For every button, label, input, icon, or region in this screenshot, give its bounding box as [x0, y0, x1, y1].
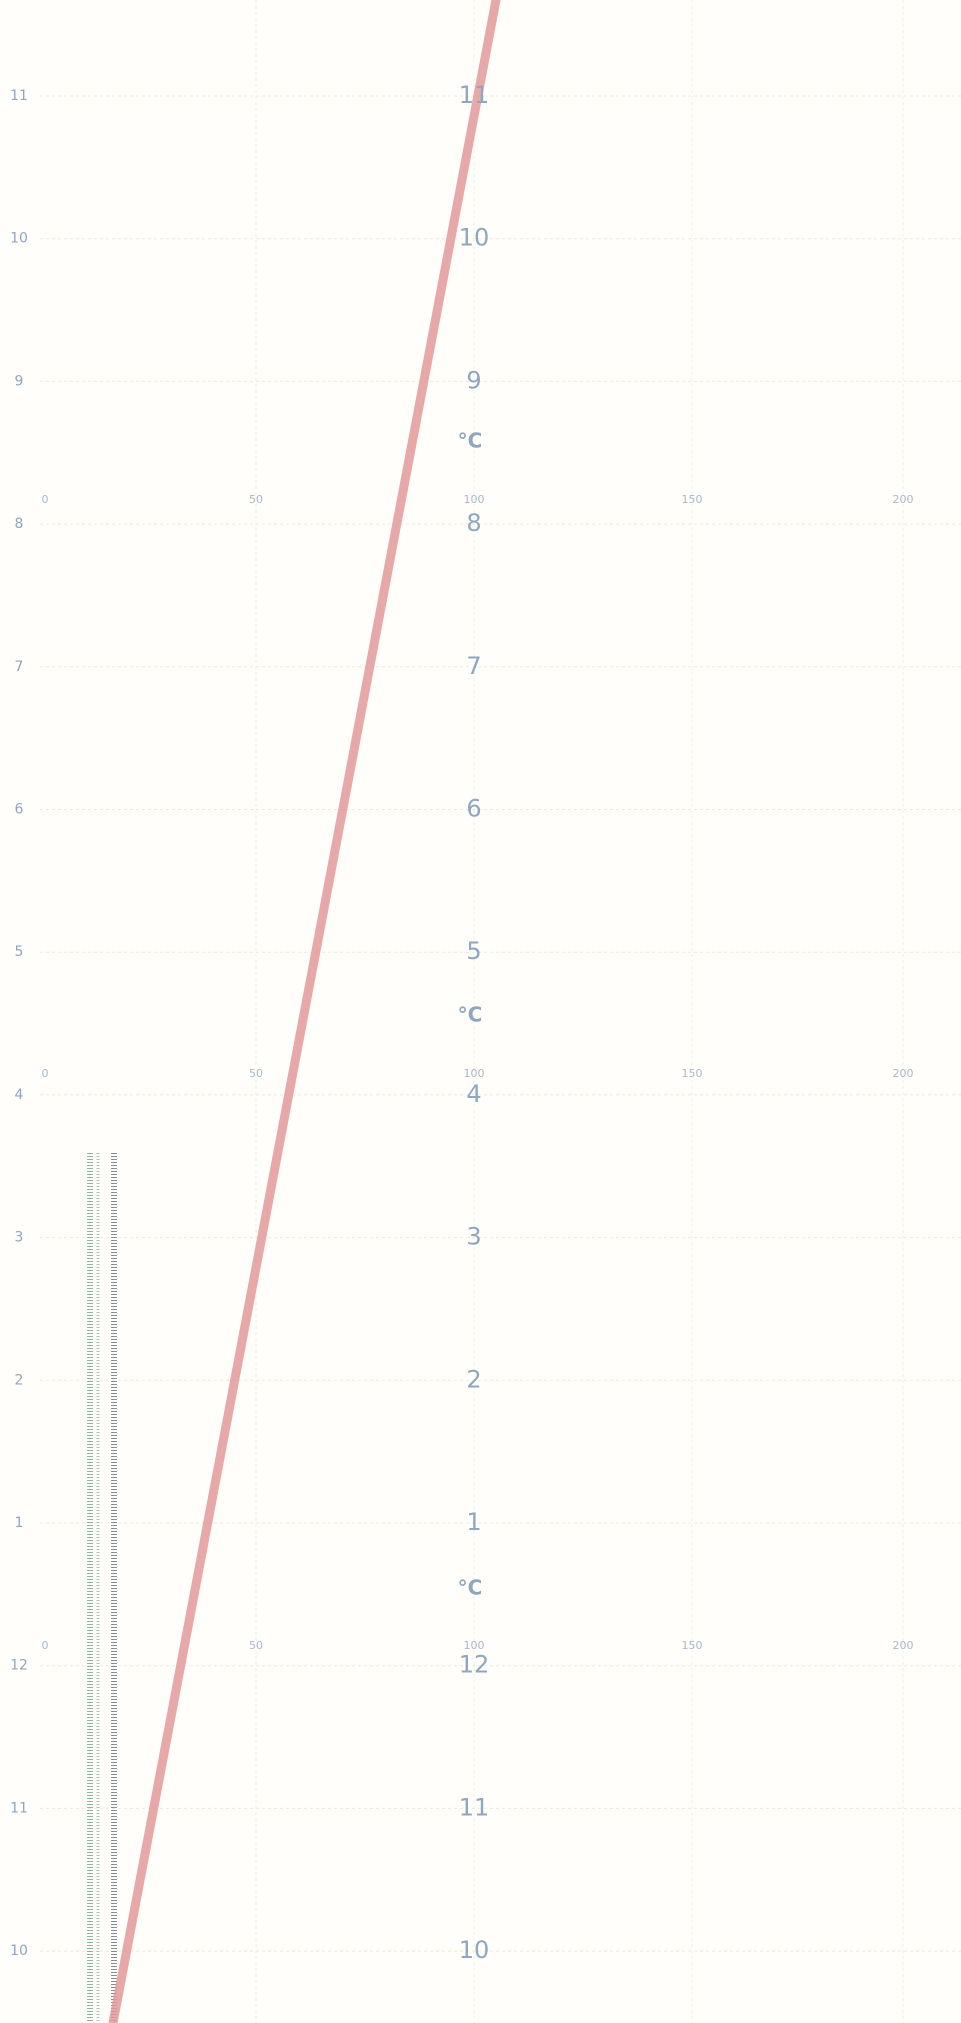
left-scale-label: 9 [15, 373, 24, 389]
left-scale-label: 2 [15, 1372, 24, 1388]
x-scale-label: 200 [893, 1639, 914, 1652]
center-scale-label: 1 [466, 1508, 481, 1536]
x-scale-label: 50 [249, 493, 263, 506]
center-scale-label: 6 [466, 795, 481, 823]
x-scale-label: 100 [464, 493, 485, 506]
left-scale-label: 10 [10, 1943, 28, 1959]
x-scale-label: 0 [42, 493, 49, 506]
x-scale-label: 50 [249, 1639, 263, 1652]
center-scale-label: 8 [466, 509, 481, 537]
center-scale-label: 10 [459, 224, 490, 252]
left-scale-label: 4 [15, 1087, 24, 1103]
left-scale-label: 3 [15, 1230, 24, 1246]
left-scale-label: 6 [15, 802, 24, 818]
left-scale-label: 12 [10, 1658, 28, 1674]
center-scale-label: 10 [459, 1936, 490, 1964]
unit-label: °C [458, 429, 483, 453]
left-scale-label: 1 [15, 1515, 24, 1531]
x-scale-label: 200 [893, 1067, 914, 1080]
x-scale-label: 150 [682, 493, 703, 506]
x-scale-label: 150 [682, 1067, 703, 1080]
center-scale-label: 4 [466, 1080, 481, 1108]
center-scale-label: 12 [459, 1651, 490, 1679]
x-scale-label: 150 [682, 1639, 703, 1652]
x-scale-label: 100 [464, 1639, 485, 1652]
center-scale-label: 11 [459, 1793, 490, 1821]
left-scale-label: 7 [15, 659, 24, 675]
center-scale-label: 7 [466, 652, 481, 680]
left-scale-label: 8 [15, 516, 24, 532]
x-scale-label: 50 [249, 1067, 263, 1080]
center-scale-label: 3 [466, 1223, 481, 1251]
grid [40, 0, 961, 2023]
left-scale-label: 10 [10, 231, 28, 247]
x-scale-label: 0 [42, 1639, 49, 1652]
x-scale-label: 0 [42, 1067, 49, 1080]
center-scale-label: 9 [466, 366, 481, 394]
red-trace [108, 0, 501, 2023]
center-scale-label: 2 [466, 1365, 481, 1393]
left-scale-label: 5 [15, 944, 24, 960]
unit-label: °C [458, 1003, 483, 1027]
x-scale-label: 200 [893, 493, 914, 506]
x-scale-label: 100 [464, 1067, 485, 1080]
center-scale-label: 5 [466, 937, 481, 965]
left-scale-label: 11 [10, 88, 28, 104]
unit-label: °C [458, 1576, 483, 1600]
labels: 11 10 9 8 7 6 5 4 3 2 1 12 11 10 11 10 9 8 7 6 5 4 3 2 1 12 11 10 °C… [10, 81, 913, 1964]
center-scale-label: 11 [459, 81, 490, 109]
left-scale-label: 11 [10, 1800, 28, 1816]
trace-lines [87, 0, 501, 2023]
